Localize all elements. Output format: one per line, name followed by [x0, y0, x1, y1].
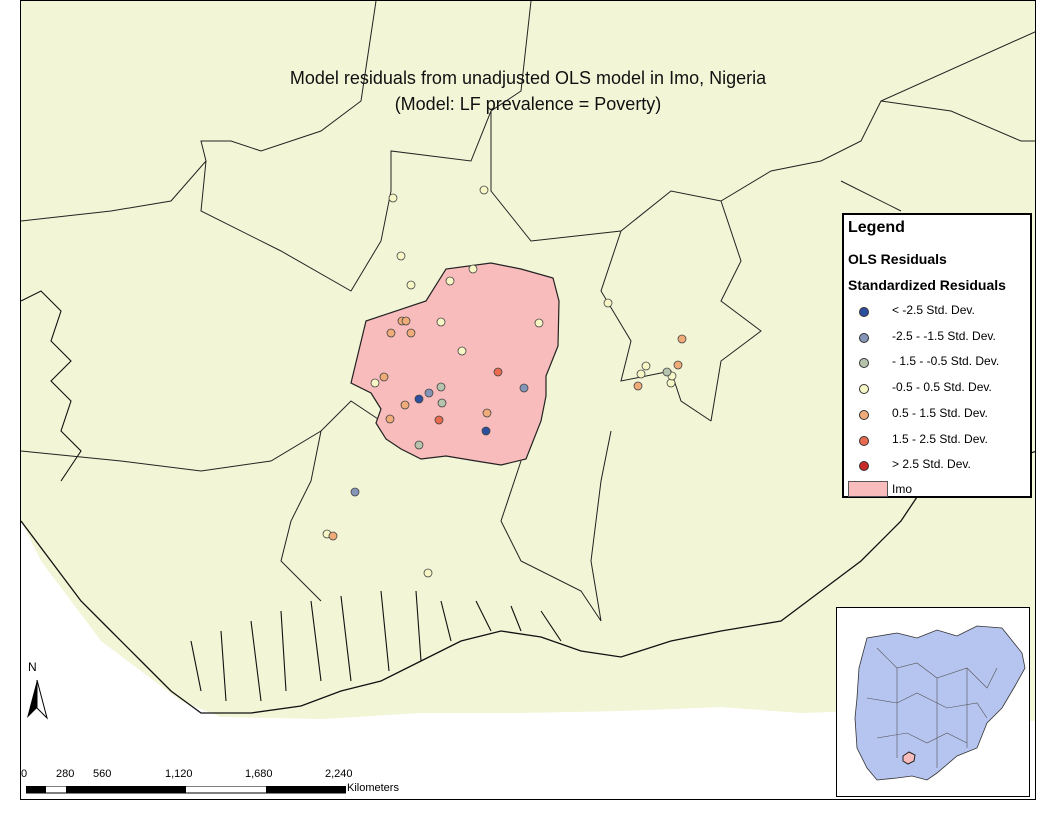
creek-lines	[21, 290, 562, 702]
residual-point	[379, 372, 389, 382]
legend-class-label: -0.5 - 0.5 Std. Dev.	[892, 380, 992, 394]
legend-title: Legend	[848, 219, 905, 236]
legend-class-label: - 1.5 - -0.5 Std. Dev.	[892, 354, 1000, 368]
residual-point	[396, 251, 406, 261]
residual-point	[636, 369, 646, 379]
residual-point	[481, 426, 491, 436]
coastline	[21, 450, 1035, 714]
legend-class-row: -0.5 - 0.5 Std. Dev.	[844, 380, 1030, 402]
legend-symbol-dot	[859, 333, 869, 343]
legend-field-name: Standardized Residuals	[848, 277, 1006, 293]
residual-point	[468, 264, 478, 274]
inset-imo-highlight	[902, 751, 916, 765]
inset-internal-boundaries	[866, 647, 998, 768]
residual-point	[401, 316, 411, 326]
scale-tick-label: 1,680	[245, 768, 273, 780]
map-title: Model residuals from unadjusted OLS mode…	[289, 68, 767, 88]
legend-class-row: < -2.5 Std. Dev.	[844, 303, 1030, 325]
legend-symbol-dot	[859, 384, 869, 394]
scale-tick-label: 1,120	[165, 768, 193, 780]
legend-class-label: 0.5 - 1.5 Std. Dev.	[892, 406, 988, 420]
inset-country-shape	[854, 625, 1026, 781]
residual-point	[534, 318, 544, 328]
legend-class-row: > 2.5 Std. Dev.	[844, 457, 1030, 479]
legend-class-row: -2.5 - -1.5 Std. Dev.	[844, 329, 1030, 351]
residual-point	[424, 388, 434, 398]
state-boundaries	[21, 1, 1035, 622]
residual-point	[328, 531, 338, 541]
residual-point	[641, 361, 651, 371]
residual-point	[388, 193, 398, 203]
residual-point	[414, 440, 424, 450]
residual-point	[633, 381, 643, 391]
legend-region-label: Imo	[892, 482, 913, 496]
north-arrow-icon	[27, 679, 48, 720]
residual-point	[414, 394, 424, 404]
residual-point	[350, 487, 360, 497]
residual-point	[423, 568, 433, 578]
legend-class-label: < -2.5 Std. Dev.	[892, 303, 975, 317]
residual-point	[603, 298, 613, 308]
residual-point	[479, 185, 489, 195]
imo-region	[350, 262, 560, 466]
residual-point	[386, 328, 396, 338]
residual-point	[406, 280, 416, 290]
legend-class-row: 0.5 - 1.5 Std. Dev.	[844, 406, 1030, 428]
residual-point	[445, 276, 455, 286]
residual-points	[322, 185, 687, 578]
residual-point	[677, 334, 687, 344]
residual-point	[434, 415, 444, 425]
scale-tick-label: 280	[56, 768, 75, 780]
scale-bar	[26, 786, 346, 794]
residual-point	[662, 367, 672, 377]
legend-symbol-dot	[859, 307, 869, 317]
residual-point	[436, 382, 446, 392]
residual-point	[406, 328, 416, 338]
legend-class-label: 1.5 - 2.5 Std. Dev.	[892, 432, 988, 446]
legend-symbol-dot	[859, 436, 869, 446]
scale-tick-label: 0	[21, 768, 28, 780]
inset-svg	[854, 625, 1026, 781]
legend: Legend OLS Residuals Standardized Residu…	[842, 213, 1032, 498]
residual-point	[385, 414, 395, 424]
residual-point	[673, 360, 683, 370]
residual-point	[482, 408, 492, 418]
residual-point	[437, 398, 447, 408]
residual-point	[457, 346, 467, 356]
residual-point	[493, 367, 503, 377]
legend-region-swatch	[848, 481, 888, 497]
legend-symbol-dot	[859, 461, 869, 471]
legend-symbol-dot	[859, 410, 869, 420]
map-canvas[interactable]	[20, 0, 1036, 800]
map-subtitle: (Model: LF prevalence = Poverty)	[394, 94, 662, 114]
legend-class-row: 1.5 - 2.5 Std. Dev.	[844, 432, 1030, 454]
residual-point	[370, 378, 380, 388]
residual-point	[436, 317, 446, 327]
legend-class-label: > 2.5 Std. Dev.	[892, 457, 971, 471]
legend-class-label: -2.5 - -1.5 Std. Dev.	[892, 329, 996, 343]
legend-class-row: - 1.5 - -0.5 Std. Dev.	[844, 354, 1030, 376]
residual-point	[400, 400, 410, 410]
scale-tick-label: 560	[93, 768, 112, 780]
legend-layer-name: OLS Residuals	[848, 251, 947, 267]
base-map	[21, 1, 1035, 721]
legend-symbol-dot	[859, 358, 869, 368]
residual-point	[519, 383, 529, 393]
scale-bar-unit: Kilometers	[347, 782, 399, 794]
inset-locator-map	[836, 607, 1030, 797]
north-arrow-label: N	[28, 660, 37, 674]
scale-tick-label: 2,240	[325, 768, 353, 780]
